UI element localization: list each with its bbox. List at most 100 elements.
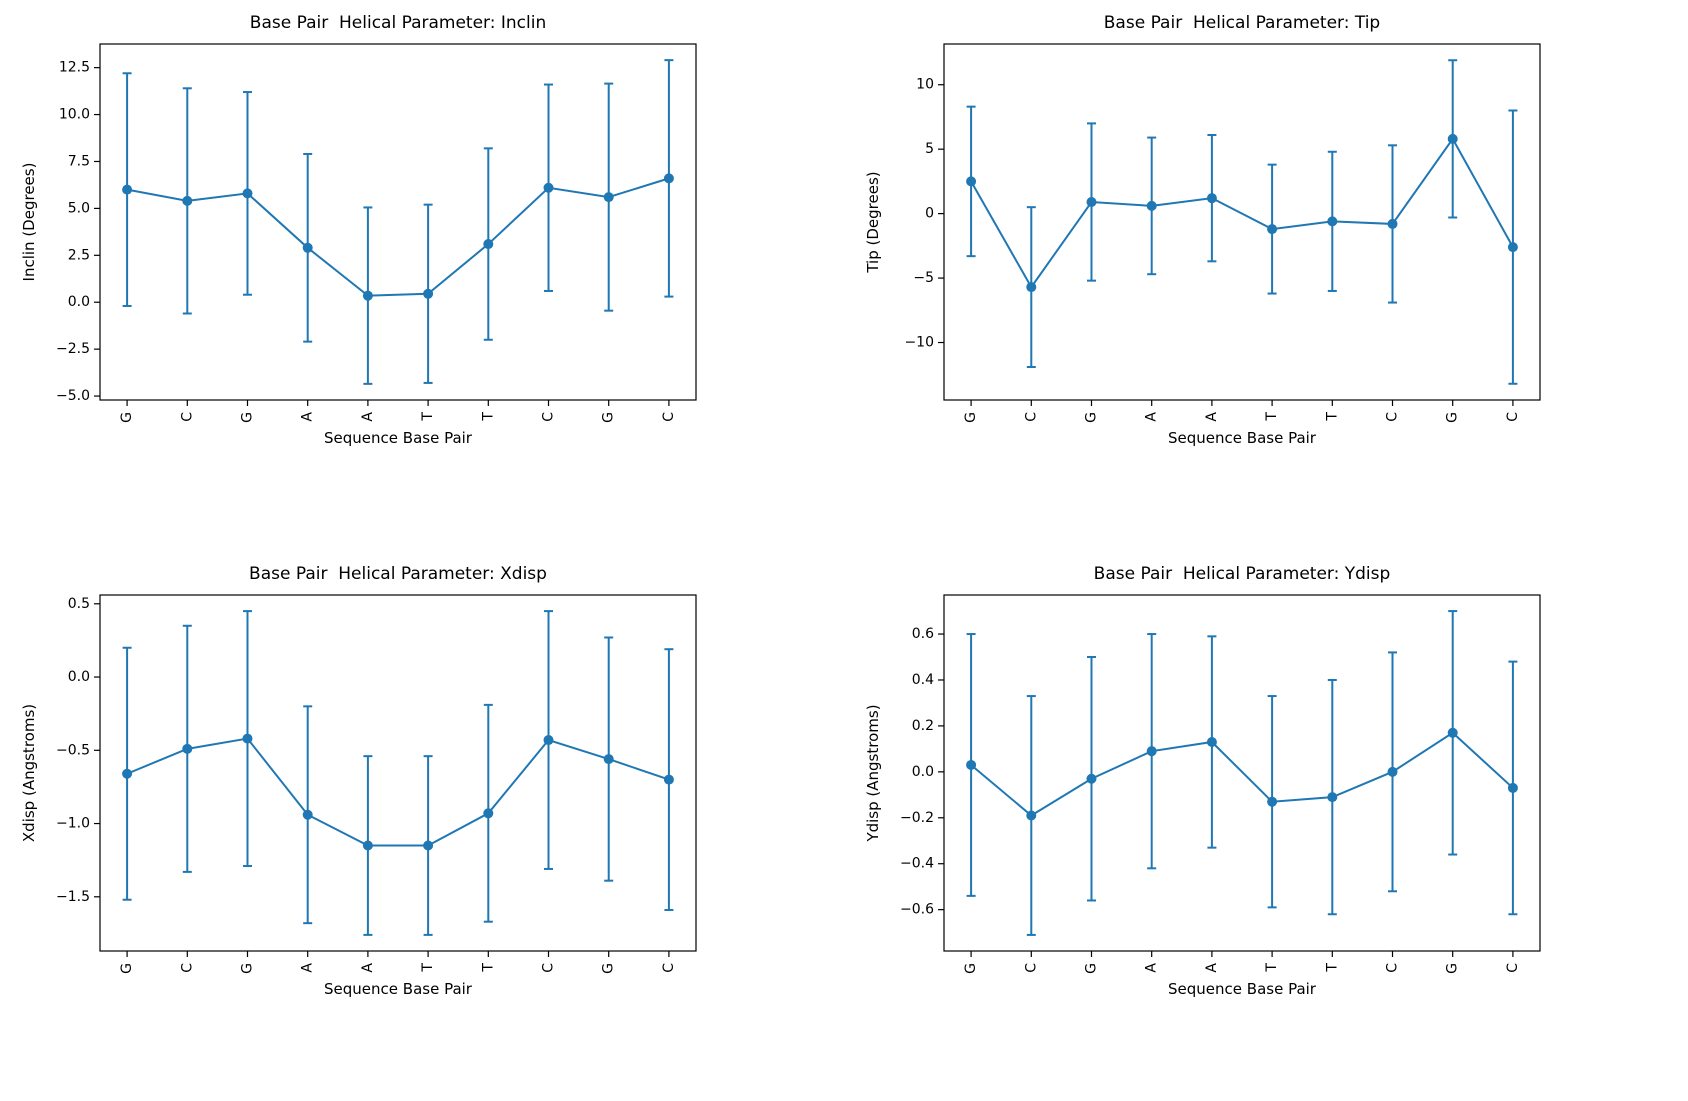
y-axis-label: Inclin (Degrees) xyxy=(20,163,38,282)
data-point-marker xyxy=(362,840,373,851)
x-axis-label: Sequence Base Pair xyxy=(324,980,473,998)
y-tick-label: 0.0 xyxy=(68,294,90,310)
x-tick-label: G xyxy=(1445,412,1461,423)
data-point-marker xyxy=(663,173,674,184)
x-tick-label: C xyxy=(1505,963,1521,973)
data-point-marker xyxy=(1507,242,1518,253)
data-point-marker xyxy=(1387,766,1398,777)
x-tick-label: A xyxy=(360,412,376,422)
chart-xdisp: Base Pair Helical Parameter: Xdisp Seque… xyxy=(20,564,697,998)
data-point-marker xyxy=(543,735,554,746)
data-point-marker xyxy=(1447,133,1458,144)
series-line xyxy=(970,136,1514,289)
data-point-marker xyxy=(423,288,434,299)
x-tick-label: T xyxy=(1324,963,1340,973)
y-tick-label: −5.0 xyxy=(56,388,90,404)
x-tick-label: C xyxy=(1385,963,1401,973)
x-tick-label: G xyxy=(119,412,135,423)
y-tick-label: −0.5 xyxy=(56,742,90,758)
data-point-marker xyxy=(302,242,313,253)
x-tick-label: G xyxy=(119,963,135,974)
y-tick-label: 5 xyxy=(925,141,934,157)
x-tick-label: G xyxy=(239,963,255,974)
chart-title: Base Pair Helical Parameter: Ydisp xyxy=(1094,564,1391,584)
x-tick-label: T xyxy=(420,963,436,973)
x-tick-label: A xyxy=(300,412,316,422)
x-tick-label: G xyxy=(601,963,617,974)
data-point-marker xyxy=(1026,282,1037,293)
x-tick-label: T xyxy=(1264,412,1280,422)
x-tick-label: T xyxy=(420,412,436,422)
x-tick-label: G xyxy=(601,412,617,423)
plot-border xyxy=(943,43,1541,401)
plot-border xyxy=(99,43,697,401)
y-tick-label: −2.5 xyxy=(56,341,90,357)
x-tick-label: C xyxy=(1023,412,1039,422)
x-tick-label: A xyxy=(1204,412,1220,422)
y-tick-label: 0.2 xyxy=(912,718,934,734)
data-point-marker xyxy=(362,290,373,301)
y-tick-label: −1.5 xyxy=(56,889,90,905)
data-point-marker xyxy=(603,192,614,203)
data-point-marker xyxy=(1026,810,1037,821)
data-point-marker xyxy=(1086,773,1097,784)
x-tick-label: G xyxy=(239,412,255,423)
y-tick-label: −10 xyxy=(904,335,934,351)
x-tick-label: C xyxy=(179,412,195,422)
y-tick-label: −0.4 xyxy=(900,856,934,872)
series-line xyxy=(126,737,670,847)
x-tick-label: C xyxy=(661,412,677,422)
y-tick-label: 0.0 xyxy=(68,669,90,685)
data-point-marker xyxy=(1447,727,1458,738)
data-point-marker xyxy=(483,239,494,250)
y-tick-label: 0.5 xyxy=(68,596,90,612)
series-line xyxy=(970,731,1514,817)
y-tick-label: −1.0 xyxy=(56,816,90,832)
x-tick-label: T xyxy=(480,963,496,973)
chart-title: Base Pair Helical Parameter: Xdisp xyxy=(249,564,547,584)
data-point-marker xyxy=(1086,197,1097,208)
x-tick-label: G xyxy=(1083,963,1099,974)
data-point-marker xyxy=(1327,216,1338,227)
chart-inclin: Base Pair Helical Parameter: Inclin Sequ… xyxy=(20,13,697,447)
y-tick-label: 12.5 xyxy=(59,60,90,76)
y-tick-label: 7.5 xyxy=(68,153,90,169)
x-tick-label: C xyxy=(541,412,557,422)
x-tick-label: A xyxy=(1144,963,1160,973)
plot-area: −1.5 −1.0 −0.5 0.0 0.5 G C G A A T T C G C xyxy=(56,594,697,974)
plot-area: −5.0 −2.5 0.0 2.5 5.0 7.5 10.0 12.5 G C G A A T T C G C xyxy=(56,43,697,423)
data-point-marker xyxy=(483,808,494,819)
y-tick-label: 0 xyxy=(925,206,934,222)
x-axis-label: Sequence Base Pair xyxy=(324,429,473,447)
x-tick-label: T xyxy=(1324,412,1340,422)
data-point-marker xyxy=(966,759,977,770)
y-tick-label: −0.6 xyxy=(900,902,934,918)
y-tick-label: 0.4 xyxy=(912,672,934,688)
data-point-marker xyxy=(1267,224,1278,235)
y-tick-label: 2.5 xyxy=(68,247,90,263)
data-point-marker xyxy=(182,743,193,754)
chart-ydisp: Base Pair Helical Parameter: Ydisp Seque… xyxy=(864,564,1541,998)
data-point-marker xyxy=(603,754,614,765)
y-tick-label: −5 xyxy=(913,270,934,286)
x-tick-label: G xyxy=(963,412,979,423)
x-tick-label: G xyxy=(1445,963,1461,974)
x-tick-label: C xyxy=(1385,412,1401,422)
x-tick-label: T xyxy=(1264,963,1280,973)
series-line xyxy=(126,177,670,297)
y-axis-label: Ydisp (Angstroms) xyxy=(864,704,882,842)
x-tick-label: G xyxy=(963,963,979,974)
data-point-marker xyxy=(122,768,133,779)
x-tick-label: A xyxy=(300,963,316,973)
data-point-marker xyxy=(1267,796,1278,807)
data-point-marker xyxy=(242,733,253,744)
y-tick-label: −0.2 xyxy=(900,810,934,826)
x-tick-label: C xyxy=(661,963,677,973)
plot-area: −0.6 −0.4 −0.2 0.0 0.2 0.4 0.6 G C G A A T T C G C xyxy=(900,594,1541,974)
plot-area: −10 −5 0 5 10 G C G A A T T C G C xyxy=(904,43,1541,423)
data-point-marker xyxy=(1507,782,1518,793)
data-point-marker xyxy=(1146,746,1157,757)
x-tick-label: A xyxy=(360,963,376,973)
data-point-marker xyxy=(302,809,313,820)
